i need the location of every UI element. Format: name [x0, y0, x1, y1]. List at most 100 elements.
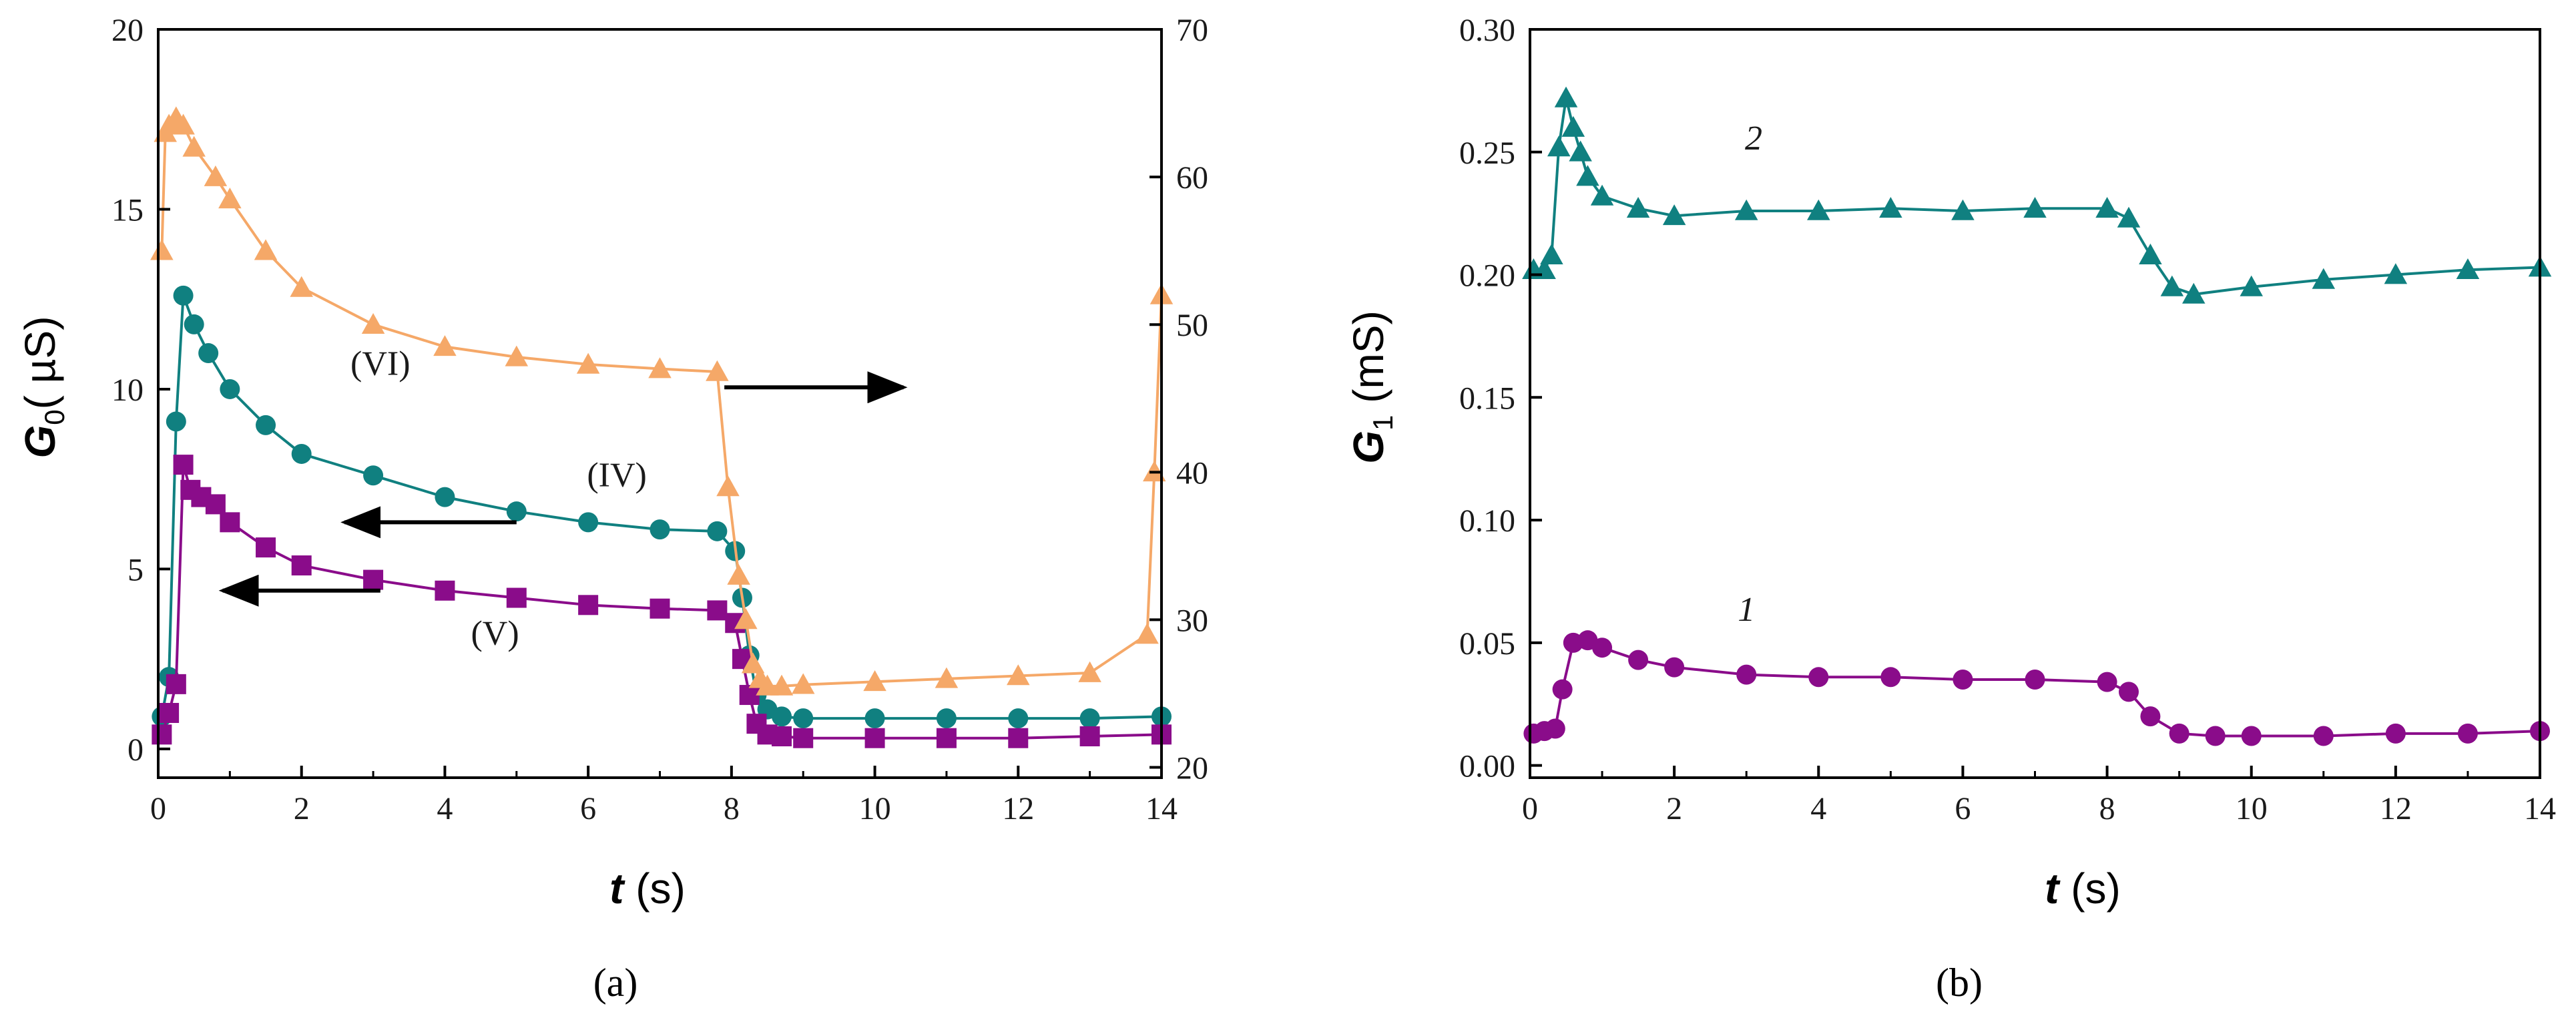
data-point	[2095, 197, 2119, 218]
data-point	[166, 411, 186, 432]
data-point	[1590, 184, 1614, 206]
data-point	[1569, 140, 1592, 162]
data-point	[2241, 726, 2262, 746]
x-tick-label: 8	[724, 791, 740, 826]
data-point	[290, 276, 313, 297]
data-point	[506, 501, 527, 522]
panel-a-arrows	[218, 371, 908, 607]
series-label-1: 1	[1738, 591, 1755, 629]
data-point	[2117, 206, 2141, 228]
x-tick-label: 8	[2099, 791, 2115, 826]
data-point	[1734, 199, 1758, 220]
series-line	[160, 295, 1162, 720]
data-point	[772, 706, 792, 727]
x-tick-label: 14	[2524, 791, 2556, 826]
series-2	[1522, 86, 2552, 304]
data-point	[2312, 268, 2336, 289]
data-point	[205, 494, 226, 515]
data-point	[2025, 669, 2045, 690]
series-line	[1533, 97, 2541, 296]
data-point	[2385, 723, 2406, 744]
data-point	[1592, 638, 1613, 658]
data-point	[2097, 672, 2117, 692]
data-point	[2023, 197, 2047, 218]
x-tick-label: 2	[294, 791, 310, 826]
data-point	[2313, 726, 2334, 746]
data-point	[152, 724, 172, 745]
data-point	[435, 487, 455, 507]
data-point	[254, 239, 278, 260]
x-tick-label: 14	[1145, 791, 1178, 826]
y2-tick-label: 50	[1176, 308, 1208, 343]
data-point	[1880, 667, 1901, 688]
y-tick-label: 0.25	[1459, 136, 1515, 171]
data-point	[218, 188, 242, 209]
data-point	[2140, 706, 2161, 727]
data-point	[1662, 204, 1686, 226]
data-point	[291, 555, 312, 576]
data-point	[2384, 263, 2408, 284]
x-tick-label: 10	[859, 791, 891, 826]
data-point	[2160, 275, 2184, 296]
y-tick-label: 0.20	[1459, 258, 1515, 294]
panel-b: 0 2 4 6 8 10 12 140.000.050.100.150.200.250.30 …	[1344, 13, 2556, 1005]
y-tick-label: 5	[127, 552, 144, 587]
data-point	[159, 702, 180, 723]
data-point	[505, 345, 529, 366]
data-point	[433, 335, 457, 356]
y2-tick-label: 20	[1176, 751, 1208, 786]
y-tick-label: 0.00	[1459, 749, 1515, 784]
data-point	[361, 312, 385, 334]
data-point	[1628, 650, 1649, 670]
panel-b-y-axis-title: G1 (mS)	[1344, 310, 1398, 464]
series-vi	[150, 106, 1174, 696]
data-point	[578, 595, 599, 615]
data-point	[864, 708, 885, 729]
data-point	[220, 378, 240, 399]
x-tick-label: 12	[1002, 791, 1034, 826]
data-point	[1736, 664, 1757, 685]
data-point	[172, 113, 195, 135]
data-point	[173, 455, 194, 475]
data-point	[727, 563, 750, 585]
series-1	[1523, 630, 2550, 746]
data-point	[741, 652, 765, 674]
y-tick-label: 0.05	[1459, 626, 1515, 662]
data-point	[1576, 165, 1599, 186]
data-point	[1626, 197, 1650, 218]
y-tick-label: 0	[127, 732, 144, 768]
panel-b-x-axis-title: t (s)	[2045, 864, 2121, 913]
data-point	[1547, 136, 1571, 157]
y2-tick-label: 70	[1176, 13, 1208, 48]
data-point	[1808, 667, 1829, 688]
x-tick-label: 6	[580, 791, 596, 826]
data-point	[1951, 199, 1975, 220]
panel-a-x-axis-title: t (s)	[609, 864, 686, 913]
data-point	[1552, 679, 1573, 700]
data-point	[1008, 708, 1029, 729]
series-label-2: 2	[1745, 119, 1762, 158]
y-tick-label: 0.15	[1459, 381, 1515, 416]
data-point	[2205, 726, 2226, 746]
data-point	[2182, 282, 2206, 304]
data-point	[1879, 197, 1902, 218]
data-point	[576, 352, 600, 374]
y-tick-label: 15	[111, 192, 144, 228]
y-tick-label: 0.10	[1459, 503, 1515, 539]
data-point	[734, 608, 758, 629]
data-point	[1561, 115, 1585, 137]
data-point	[1078, 661, 1101, 682]
data-point	[770, 674, 794, 696]
data-point	[1554, 86, 1578, 107]
panel-b-annotations: 21	[1738, 119, 1762, 629]
x-tick-label: 0	[150, 791, 166, 826]
series-iv	[152, 285, 1172, 729]
data-point	[791, 673, 815, 694]
data-point	[363, 569, 384, 590]
data-point	[1135, 623, 1159, 644]
data-point	[256, 415, 276, 435]
data-point	[2118, 682, 2139, 702]
data-point	[707, 521, 728, 541]
